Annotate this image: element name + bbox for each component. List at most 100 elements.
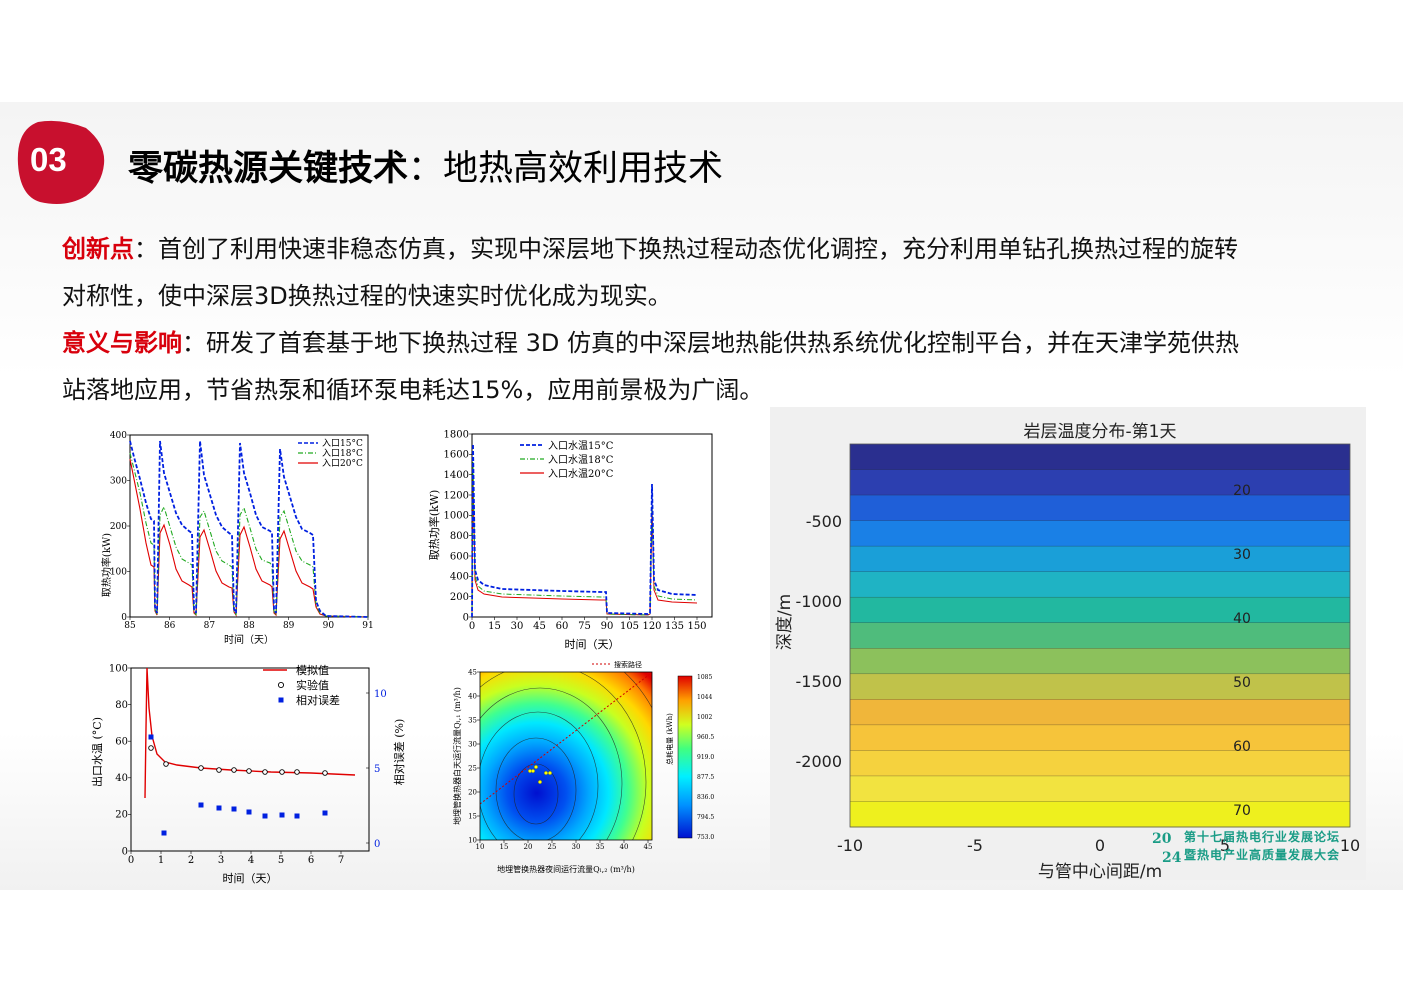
chart1-xtick: 91 bbox=[362, 621, 373, 631]
chart3-xtick: 7 bbox=[338, 855, 344, 866]
chart5-band bbox=[850, 775, 1350, 802]
chart2-ytick: 400 bbox=[450, 572, 469, 583]
chart2-ytick: 1000 bbox=[444, 511, 469, 522]
chart2-xtick: 15 bbox=[488, 621, 501, 632]
innovation-text-1: 首创了利用快速非稳态仿真，实现中深层地下换热过程动态优化调控，充分利用单钻孔换热… bbox=[158, 235, 1238, 263]
chart4-xlabel: 地埋管换热器夜间运行流量Qₗ,₂ (m³/h) bbox=[497, 864, 635, 874]
chart4-xtick: 40 bbox=[620, 843, 629, 851]
page-title: 零碳热源关键技术：地热高效利用技术 bbox=[128, 140, 723, 191]
chart3-exp-point bbox=[231, 767, 237, 773]
chart5-temperature-bands bbox=[850, 444, 1350, 828]
chart1-series-18C bbox=[129, 452, 369, 618]
chart3-error-point bbox=[262, 813, 268, 819]
chart3-xtick: 1 bbox=[158, 855, 164, 866]
chart2-series-15C bbox=[471, 443, 698, 618]
chart2-xtick: 0 bbox=[469, 621, 475, 632]
chart5-ylabel: 深度/m bbox=[775, 594, 795, 650]
chart2-xtick: 30 bbox=[511, 621, 524, 632]
chart3-ylabel: 出口水温 (°C) bbox=[90, 717, 104, 787]
innovation-paragraph: 创新点：首创了利用快速非稳态仿真，实现中深层地下换热过程动态优化调控，充分利用单… bbox=[62, 226, 1382, 320]
chart1-ytick: 400 bbox=[110, 431, 127, 441]
chart4-xtick: 25 bbox=[548, 843, 557, 851]
chart2-ytick: 1400 bbox=[444, 470, 469, 481]
chart3-ylabel-right: 相对误差 (%) bbox=[392, 719, 406, 786]
chart3-xtick: 4 bbox=[248, 855, 254, 866]
chart1-xlabel: 时间（天） bbox=[224, 633, 274, 646]
chart4-colorbar-tick: 1002 bbox=[697, 714, 712, 721]
chart2-xtick: 105 bbox=[620, 621, 639, 632]
chart1-xtick: 88 bbox=[243, 621, 255, 631]
chart3-ytick: 0 bbox=[122, 846, 128, 857]
chart5-title: 岩层温度分布-第1天 bbox=[1024, 422, 1177, 442]
logo-line-2: 暨热电产业高质量发展大会 bbox=[1184, 848, 1341, 862]
chart2-xtick: 75 bbox=[578, 621, 591, 632]
chart2-xlabel: 时间（天） bbox=[565, 638, 620, 651]
chart5-band bbox=[850, 546, 1350, 573]
chart3-error-point bbox=[322, 810, 328, 816]
chart3-xtick: 0 bbox=[128, 855, 134, 866]
chart3-frame bbox=[130, 667, 370, 852]
chart5-band bbox=[850, 520, 1350, 547]
chart5-band bbox=[850, 801, 1350, 828]
chart5-contour-label: 50 bbox=[1233, 675, 1251, 691]
chart3-error-point bbox=[148, 734, 154, 740]
innovation-line-2: 对称性，使中深层3D换热过程的快速实时优化成为现实。 bbox=[62, 282, 672, 310]
chart4-ytick: 30 bbox=[468, 740, 477, 748]
chart5-contour-label: 30 bbox=[1233, 547, 1251, 563]
chart4-ytick: 20 bbox=[468, 788, 477, 796]
chart2-series-18C bbox=[471, 461, 698, 618]
chart2-legend-20C: 入口水温20°C bbox=[548, 468, 614, 480]
chart2-ytick: 200 bbox=[450, 592, 469, 603]
title-main: 零碳热源关键技术 bbox=[128, 149, 409, 189]
chart1-xtick: 86 bbox=[164, 621, 176, 631]
chart3-legend-simulated: 模拟值 bbox=[296, 663, 329, 677]
chart2-legend: 入口水温15°C 入口水温18°C 入口水温20°C bbox=[520, 440, 614, 480]
innovation-line-1: 创新点：首创了利用快速非稳态仿真，实现中深层地下换热过程动态优化调控，充分利用单… bbox=[62, 226, 1382, 273]
chart-heat-power-85-91: 85 86 87 88 89 90 91 0 100 200 300 400 入口15°C 入口18°… bbox=[100, 431, 374, 646]
impact-colon: ： bbox=[182, 329, 206, 357]
chart4-xtick: 35 bbox=[596, 843, 605, 851]
section-number: 03 bbox=[30, 141, 67, 178]
chart4-ylabel: 地埋管换热器白天运行流量Qₗ,₁ (m³/h) bbox=[452, 687, 462, 825]
chart3-exp-point bbox=[262, 769, 268, 775]
chart3-error-point bbox=[279, 812, 285, 818]
chart3-ytick: 20 bbox=[115, 810, 128, 821]
section-number-badge bbox=[17, 120, 105, 204]
chart3-exp-point bbox=[294, 769, 300, 775]
chart3-error-point bbox=[231, 806, 237, 812]
chart4-colorbar-tick: 1085 bbox=[697, 674, 712, 681]
chart2-ytick: 800 bbox=[450, 531, 469, 542]
chart2-xtick: 135 bbox=[665, 621, 684, 632]
chart4-colorbar-tick: 1044 bbox=[697, 694, 712, 701]
impact-label: 意义与影响 bbox=[62, 329, 182, 357]
chart5-band bbox=[850, 495, 1350, 522]
chart-heat-power-150-days: 0 15 30 45 60 75 90 105 120 135 150 0 200 400 600 800 10… bbox=[427, 429, 713, 651]
chart2-xtick: 150 bbox=[687, 621, 706, 632]
chart5-xtick: -10 bbox=[837, 836, 863, 855]
chart4-ytick: 25 bbox=[468, 764, 477, 772]
innovation-label: 创新点 bbox=[62, 235, 134, 263]
chart3-xtick: 5 bbox=[278, 855, 284, 866]
chart3-experimental-points bbox=[148, 734, 328, 836]
logo-year-bottom: 24 bbox=[1162, 850, 1182, 866]
chart3-exp-point bbox=[148, 745, 154, 751]
chart5-xlabel: 与管中心间距/m bbox=[1038, 862, 1162, 880]
chart1-legend-18C: 入口18°C bbox=[322, 448, 363, 459]
chart3-error-point bbox=[246, 809, 252, 815]
chart5-xtick: -5 bbox=[967, 836, 983, 855]
chart2-legend-15C: 入口水温15°C bbox=[548, 440, 614, 452]
chart5-band bbox=[850, 724, 1350, 751]
chart4-colorbar-tick: 836.0 bbox=[697, 794, 714, 801]
chart5-frame bbox=[849, 443, 1351, 828]
impact-text-1: 研发了首套基于地下换热过程 3D 仿真的中深层地热能供热系统优化控制平台，并在天… bbox=[206, 329, 1240, 357]
chart4-ytick: 15 bbox=[468, 812, 477, 820]
chart5-band bbox=[850, 571, 1350, 598]
chart4-colorbar-tick: 919.0 bbox=[697, 754, 714, 761]
chart1-legend-15C: 入口15°C bbox=[322, 438, 363, 449]
chart4-ytick: 45 bbox=[468, 668, 477, 676]
chart5-band bbox=[850, 699, 1350, 726]
chart1-ytick: 100 bbox=[110, 568, 127, 578]
chart5-band bbox=[850, 648, 1350, 675]
chart5-contour-label: 70 bbox=[1233, 803, 1251, 819]
chart2-ylabel: 取热功率(kW) bbox=[427, 490, 441, 561]
